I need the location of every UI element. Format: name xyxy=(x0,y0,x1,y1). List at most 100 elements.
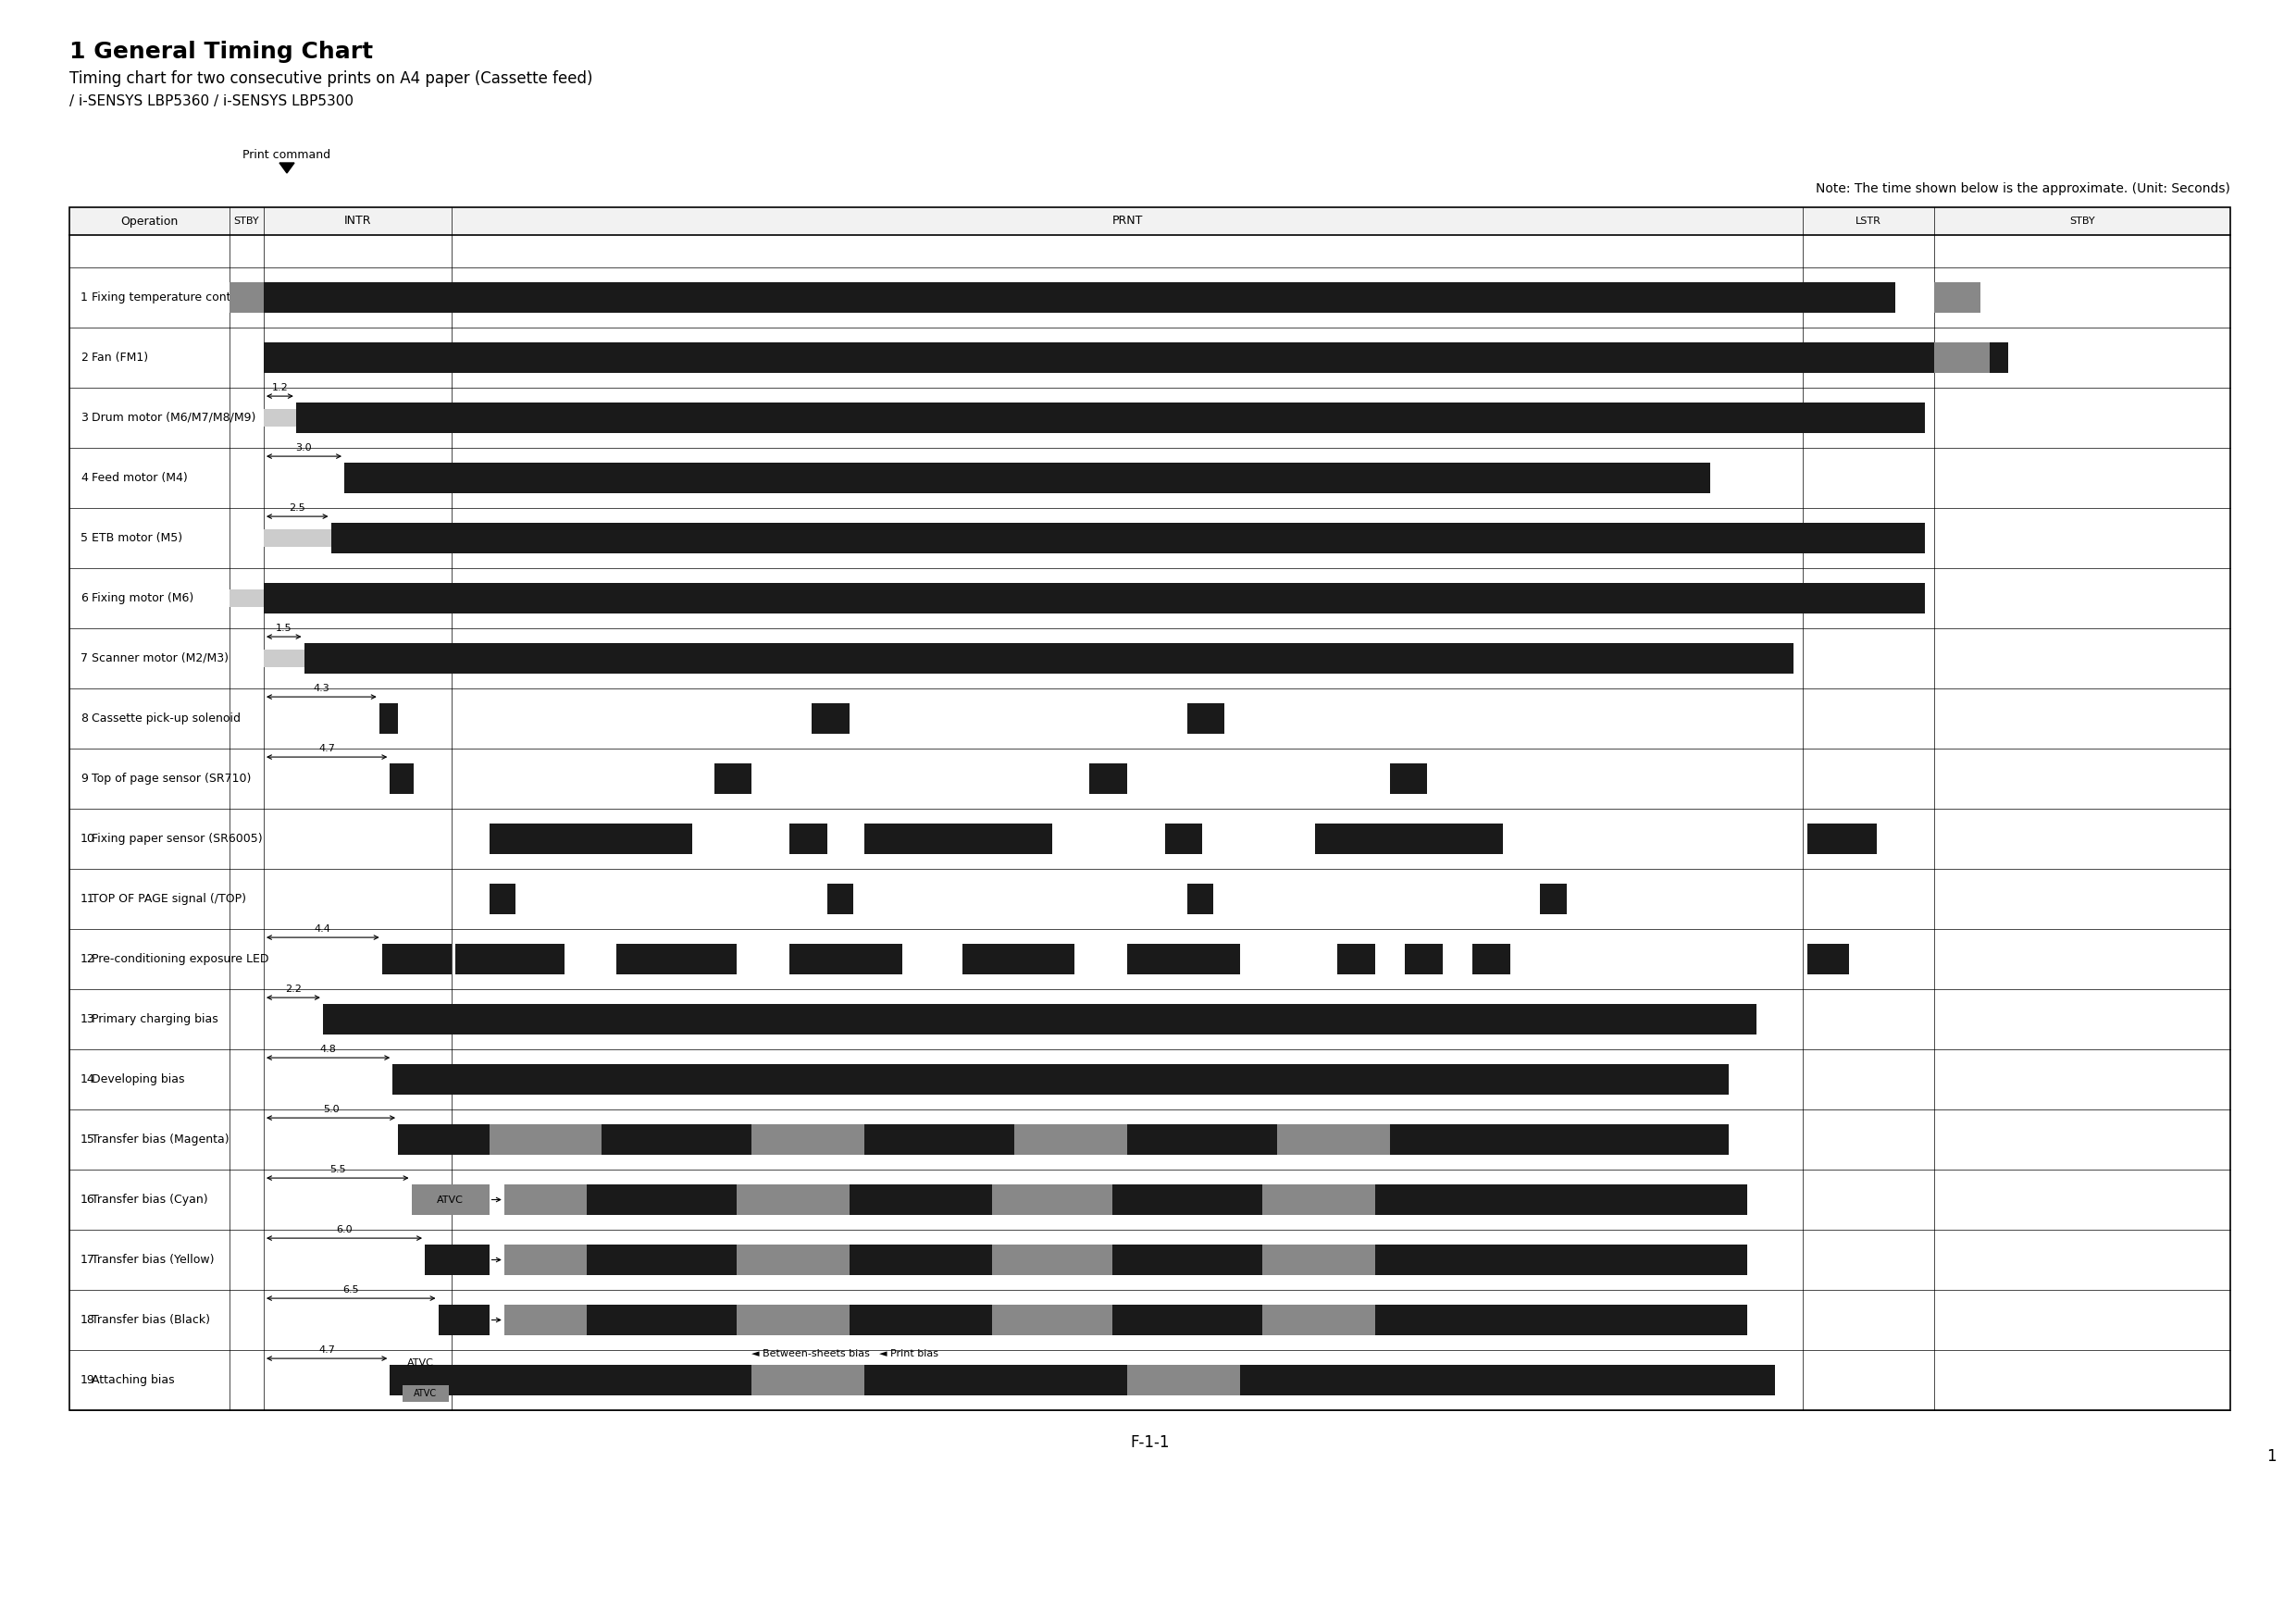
Bar xyxy=(230,282,264,313)
Bar xyxy=(1263,1185,1375,1214)
Bar xyxy=(264,649,303,667)
Text: Top of page sensor (SR710): Top of page sensor (SR710) xyxy=(92,773,250,784)
Bar xyxy=(1375,1245,1747,1274)
Text: Transfer bias (Cyan): Transfer bias (Cyan) xyxy=(92,1193,209,1206)
Text: 6.0: 6.0 xyxy=(335,1225,351,1235)
Text: Print command: Print command xyxy=(243,149,331,161)
Text: Transfer bias (Black): Transfer bias (Black) xyxy=(92,1315,209,1326)
Text: 1: 1 xyxy=(80,292,87,304)
Text: ATVC: ATVC xyxy=(406,1358,434,1368)
Text: Transfer bias (Magenta): Transfer bias (Magenta) xyxy=(92,1133,230,1146)
Bar xyxy=(1263,1305,1375,1336)
Text: 13: 13 xyxy=(80,1013,94,1026)
Text: LSTR: LSTR xyxy=(1855,216,1880,226)
Bar xyxy=(303,643,1793,674)
Text: ◄ Print bias: ◄ Print bias xyxy=(879,1349,939,1358)
Bar xyxy=(737,1245,850,1274)
Bar xyxy=(992,1185,1111,1214)
Text: INTR: INTR xyxy=(344,216,372,227)
Text: Feed motor (M4): Feed motor (M4) xyxy=(92,472,188,484)
Text: Operation: Operation xyxy=(122,216,179,227)
Text: ◄ Between-sheets bias: ◄ Between-sheets bias xyxy=(751,1349,870,1358)
Bar xyxy=(1375,1305,1747,1336)
Text: 1: 1 xyxy=(2266,1448,2278,1466)
Bar xyxy=(1405,945,1442,974)
Text: Drum motor (M6/M7/M8/M9): Drum motor (M6/M7/M8/M9) xyxy=(92,412,255,424)
Bar xyxy=(397,1125,489,1154)
Text: 2.5: 2.5 xyxy=(289,503,305,513)
Text: 16: 16 xyxy=(80,1193,94,1206)
Text: Fixing motor (M6): Fixing motor (M6) xyxy=(92,592,193,604)
Bar xyxy=(1933,282,1981,313)
Bar xyxy=(344,463,1711,493)
Bar xyxy=(1375,1185,1747,1214)
Text: 12: 12 xyxy=(80,953,94,966)
Text: STBY: STBY xyxy=(234,216,259,226)
Bar xyxy=(264,342,2009,373)
Bar xyxy=(1807,945,1848,974)
Text: 1.5: 1.5 xyxy=(276,623,292,633)
Bar xyxy=(489,885,514,914)
Text: 4.8: 4.8 xyxy=(319,1045,338,1053)
Text: 11: 11 xyxy=(80,893,94,906)
Text: 4: 4 xyxy=(80,472,87,484)
Bar xyxy=(1015,1125,1127,1154)
Bar xyxy=(1127,1125,1277,1154)
Text: Timing chart for two consecutive prints on A4 paper (Cassette feed): Timing chart for two consecutive prints … xyxy=(69,70,592,88)
Bar xyxy=(850,1305,992,1336)
Text: 5: 5 xyxy=(80,532,87,544)
Text: Fan (FM1): Fan (FM1) xyxy=(92,352,149,364)
Bar xyxy=(813,703,850,734)
Text: 3: 3 xyxy=(80,412,87,424)
Text: STBY: STBY xyxy=(2069,216,2094,226)
Bar xyxy=(866,1365,1127,1396)
Text: TOP OF PAGE signal (/TOP): TOP OF PAGE signal (/TOP) xyxy=(92,893,246,906)
Text: Scanner motor (M2/M3): Scanner motor (M2/M3) xyxy=(92,652,230,664)
Text: 9: 9 xyxy=(80,773,87,784)
Text: 6: 6 xyxy=(80,592,87,604)
Text: 5.5: 5.5 xyxy=(328,1165,347,1175)
Bar xyxy=(714,763,751,794)
Bar xyxy=(1187,703,1224,734)
Bar xyxy=(751,1365,866,1396)
Bar xyxy=(827,885,854,914)
Bar xyxy=(618,945,737,974)
Bar xyxy=(1933,342,1991,373)
Bar xyxy=(1389,763,1428,794)
Bar xyxy=(1263,1245,1375,1274)
Text: ETB motor (M5): ETB motor (M5) xyxy=(92,532,181,544)
Text: 15: 15 xyxy=(80,1133,94,1146)
Bar xyxy=(1111,1245,1263,1274)
Text: 14: 14 xyxy=(80,1073,94,1086)
Text: 4.7: 4.7 xyxy=(319,743,335,753)
Bar xyxy=(1336,945,1375,974)
Bar xyxy=(393,1065,452,1094)
Bar xyxy=(505,1245,588,1274)
Bar xyxy=(69,208,2229,1410)
Bar xyxy=(992,1305,1111,1336)
Bar xyxy=(602,1125,751,1154)
Text: ATVC: ATVC xyxy=(436,1195,464,1204)
Text: 3.0: 3.0 xyxy=(296,443,312,453)
Bar xyxy=(850,1245,992,1274)
Bar xyxy=(790,824,827,854)
Text: 5.0: 5.0 xyxy=(324,1105,340,1113)
Bar xyxy=(866,824,1052,854)
Bar xyxy=(1389,1125,1729,1154)
Bar xyxy=(1807,824,1876,854)
Bar xyxy=(992,1245,1111,1274)
Bar xyxy=(737,1305,850,1336)
Bar xyxy=(1187,885,1215,914)
Bar xyxy=(1240,1365,1775,1396)
Text: Cassette pick-up solenoid: Cassette pick-up solenoid xyxy=(92,712,241,724)
Text: 7: 7 xyxy=(80,652,87,664)
Text: 4.3: 4.3 xyxy=(312,683,331,693)
Text: 1 General Timing Chart: 1 General Timing Chart xyxy=(69,41,372,63)
Bar xyxy=(1111,1185,1263,1214)
Bar xyxy=(850,1185,992,1214)
Bar xyxy=(425,1245,489,1274)
Bar xyxy=(331,523,1924,553)
Bar xyxy=(505,1185,588,1214)
Bar xyxy=(489,1125,602,1154)
Bar xyxy=(489,824,691,854)
